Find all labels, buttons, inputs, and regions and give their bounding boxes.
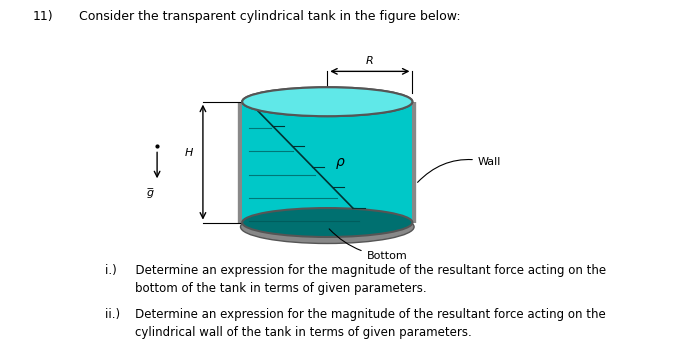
Text: 11): 11) bbox=[33, 10, 53, 23]
Text: H: H bbox=[185, 148, 193, 158]
Text: Consider the transparent cylindrical tank in the figure below:: Consider the transparent cylindrical tan… bbox=[78, 10, 460, 23]
Ellipse shape bbox=[242, 87, 412, 116]
Polygon shape bbox=[246, 102, 409, 223]
Ellipse shape bbox=[255, 217, 400, 237]
Text: Wall: Wall bbox=[418, 157, 501, 182]
Text: R: R bbox=[366, 56, 374, 65]
Ellipse shape bbox=[242, 87, 412, 116]
Ellipse shape bbox=[241, 210, 414, 243]
Text: i.)     Determine an expression for the magnitude of the resultant force acting : i.) Determine an expression for the magn… bbox=[105, 264, 606, 295]
Text: Bottom: Bottom bbox=[329, 229, 407, 261]
Text: ii.)    Determine an expression for the magnitude of the resultant force acting : ii.) Determine an expression for the mag… bbox=[105, 308, 606, 339]
Text: g̅: g̅ bbox=[147, 188, 154, 197]
Text: ρ: ρ bbox=[336, 155, 345, 169]
Polygon shape bbox=[242, 102, 412, 223]
Ellipse shape bbox=[242, 208, 412, 237]
